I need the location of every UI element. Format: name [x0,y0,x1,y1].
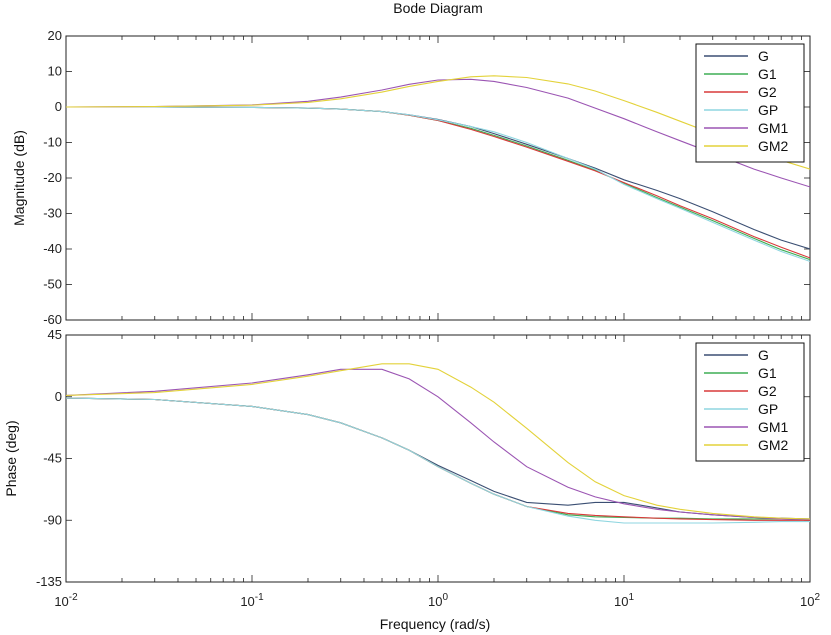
x-tick-exponent: 1 [628,592,634,603]
plot-frame [65,334,811,583]
x-tick-base: 10 [614,594,628,609]
legend-label: GM1 [758,120,789,136]
legend: G G1 G2 GP GM1 GM2 [695,43,805,163]
y-tick-label: -50 [43,277,62,292]
legend-label: GM2 [758,138,789,154]
y-tick-label: 0 [55,389,62,404]
y-tick-label: -30 [43,206,62,221]
y-tick-label: 20 [48,28,62,43]
legend-label: G1 [758,365,777,381]
legend-label: G2 [758,383,777,399]
chart-title: Bode Diagram [393,0,483,16]
series-line-gm1 [66,368,810,521]
y-tick-label: 10 [48,64,62,79]
series-line-gm2 [66,363,810,520]
y-axis-label: Magnitude (dB) [11,130,27,226]
x-tick-label: 10-1 [240,592,264,609]
legend-label: G [758,48,769,64]
plot-frame [65,35,811,321]
y-tick-label: -10 [43,135,62,150]
series-line-gp [66,397,810,524]
x-tick-base: 10 [240,594,254,609]
x-tick-base: 10 [428,594,442,609]
y-tick-label: -40 [43,241,62,256]
y-tick-label: 0 [55,99,62,114]
x-tick-exponent: -1 [255,592,264,603]
legend-box [695,342,805,462]
legend-label: GM1 [758,419,789,435]
x-tick-label: 101 [614,592,634,609]
x-tick-exponent: -2 [69,592,78,603]
x-tick-label: 102 [800,592,820,609]
legend-label: GP [758,102,778,118]
x-tick-exponent: 0 [442,592,448,603]
y-tick-label: 45 [48,327,62,342]
x-axis-label: Frequency (rad/s) [380,616,490,632]
x-tick-base: 10 [54,594,68,609]
legend-box [695,43,805,163]
legend-label: G1 [758,66,777,82]
y-tick-label: -45 [43,451,62,466]
x-tick-label: 100 [428,592,448,609]
x-tick-label: 10-2 [54,592,78,609]
x-tick-base: 10 [800,594,814,609]
legend-label: GM2 [758,437,789,453]
series-line-gp [66,106,810,262]
legend-label: G [758,347,769,363]
legend-label: GP [758,401,778,417]
y-tick-label: -135 [36,574,62,589]
phase-panel: 45 0 -45 -90 -135 Phase (deg) G G1 G2 GP GM1 GM2 [3,327,811,589]
y-tick-label: -90 [43,512,62,527]
y-tick-label: -60 [43,312,62,327]
y-tick-label: -20 [43,170,62,185]
y-axis-label: Phase (deg) [3,420,19,496]
legend: G G1 G2 GP GM1 GM2 [695,342,805,462]
legend-label: G2 [758,84,777,100]
magnitude-panel: 20 10 0 -10 -20 -30 -40 -50 -60 Magnitude (dB) G G1… [11,28,811,327]
x-tick-exponent: 2 [814,592,820,603]
